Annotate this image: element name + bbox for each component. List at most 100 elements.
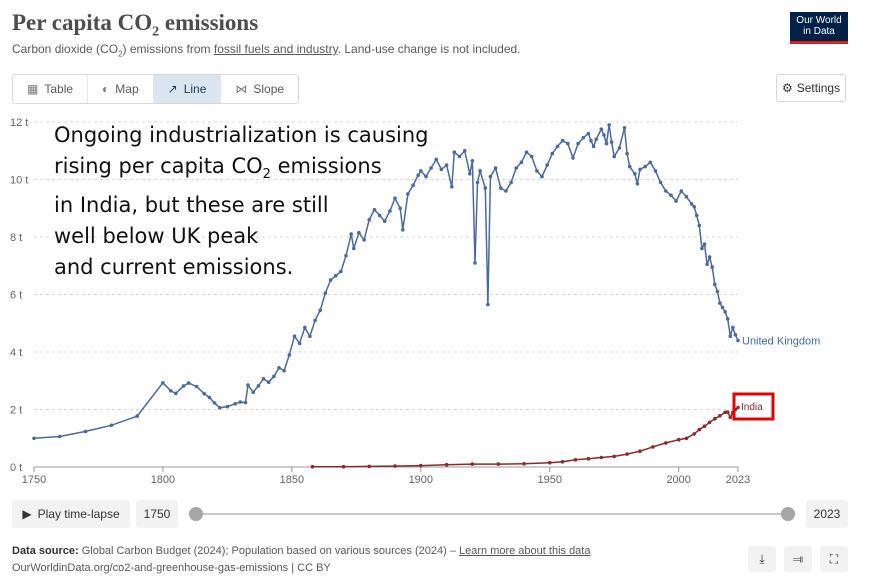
tab-line[interactable]: ↗ Line — [153, 75, 222, 103]
data-point — [333, 274, 338, 278]
data-point — [261, 376, 266, 381]
data-point — [401, 228, 405, 232]
data-point — [168, 389, 173, 393]
tab-table[interactable]: ▦ Table — [13, 75, 89, 103]
data-point — [713, 416, 717, 421]
fullscreen-button[interactable]: ⛶ — [820, 546, 848, 572]
data-point — [684, 436, 689, 441]
data-point — [444, 462, 449, 467]
data-point — [715, 289, 720, 294]
data-point — [352, 246, 356, 251]
data-point — [573, 458, 578, 462]
series-label-uk: United Kingdom — [742, 336, 820, 348]
data-point — [135, 414, 139, 418]
data-point — [607, 123, 611, 127]
data-point — [388, 209, 392, 213]
data-point — [509, 180, 513, 185]
data-point — [627, 164, 632, 169]
fullscreen-icon: ⛶ — [829, 551, 839, 566]
data-point — [725, 317, 730, 321]
data-point — [550, 151, 555, 156]
data-point — [83, 429, 88, 434]
y-tick-label: 6 t — [10, 290, 22, 302]
download-button[interactable]: ⤓ — [748, 546, 776, 572]
data-point — [238, 400, 243, 404]
data-point — [186, 381, 191, 385]
data-point — [707, 420, 712, 425]
tab-map[interactable]: ◐ Map — [88, 75, 154, 103]
line-chart: 0 t 2 t 4 t 6 t 8 t 10 t 12 t 1750 1800 1850 1900 1… — [10, 117, 820, 486]
data-point — [58, 434, 62, 439]
data-point — [313, 318, 317, 323]
chart-tabs: ▦ Table ◐ Map ↗ Line ⋈ Slope — [12, 74, 300, 104]
start-year-box[interactable]: 1750 — [136, 500, 178, 528]
share-button[interactable]: ⫥ — [784, 546, 812, 572]
data-point — [419, 463, 423, 468]
data-point — [586, 131, 591, 136]
y-tick-label: 12 t — [10, 117, 28, 129]
data-point — [648, 160, 653, 165]
data-point — [225, 404, 230, 409]
page-subtitle: Carbon dioxide (CO2) emissions from foss… — [12, 42, 521, 59]
data-point — [256, 384, 261, 388]
y-tick-label: 0 t — [10, 462, 22, 474]
gear-icon: ⚙ — [781, 81, 793, 95]
data-point — [625, 151, 629, 156]
data-point — [728, 415, 733, 420]
owid-logo[interactable]: Our World in Data — [790, 12, 848, 44]
data-point — [207, 395, 212, 400]
data-point — [318, 308, 323, 313]
data-point — [651, 445, 655, 449]
data-point — [462, 149, 467, 153]
data-point — [669, 193, 673, 198]
data-point — [718, 301, 722, 305]
data-point — [470, 159, 475, 163]
y-tick-label: 8 t — [10, 232, 22, 244]
data-point — [377, 213, 382, 218]
timeline-end-handle[interactable] — [781, 507, 795, 521]
data-point — [243, 400, 248, 405]
data-point — [217, 406, 222, 410]
data-point — [566, 141, 570, 146]
timeline-slider-track[interactable] — [196, 513, 788, 515]
data-point — [622, 126, 627, 130]
play-icon: ▶ — [22, 507, 32, 521]
data-point — [297, 341, 302, 346]
learn-more-link[interactable]: Learn more about this data — [459, 545, 591, 557]
x-tick-label: 1950 — [538, 474, 562, 486]
data-point — [475, 180, 480, 185]
data-point — [625, 452, 629, 456]
data-point — [731, 325, 735, 330]
data-point — [689, 202, 694, 206]
tab-slope[interactable]: ⋈ Slope — [235, 82, 285, 96]
data-point — [555, 144, 560, 149]
data-point — [277, 366, 281, 370]
timeline-start-handle[interactable] — [189, 507, 203, 521]
data-point — [633, 172, 637, 176]
end-year-box[interactable]: 2023 — [806, 500, 848, 528]
data-point — [493, 166, 498, 170]
data-point — [571, 156, 575, 160]
page-title: Per capita CO2 emissions — [12, 10, 259, 40]
data-point — [328, 278, 333, 282]
data-point — [560, 138, 565, 143]
fossil-fuels-link[interactable]: fossil fuels and industry — [213, 42, 338, 56]
data-point — [488, 174, 493, 179]
data-point — [339, 269, 343, 274]
settings-button[interactable]: ⚙ Settings — [776, 74, 846, 102]
data-point — [725, 410, 730, 414]
data-point — [728, 334, 733, 339]
play-timelapse-button[interactable]: ▶ Play time-lapse — [12, 500, 130, 528]
data-point — [697, 427, 702, 432]
data-point — [591, 144, 596, 149]
data-point — [586, 456, 591, 461]
data-point — [202, 391, 206, 396]
data-point — [702, 242, 707, 246]
data-point — [710, 265, 714, 270]
data-point — [617, 146, 622, 150]
data-point — [444, 163, 449, 167]
data-point — [684, 195, 689, 199]
data-point — [292, 334, 297, 339]
data-point — [174, 391, 178, 396]
data-point — [736, 338, 740, 343]
